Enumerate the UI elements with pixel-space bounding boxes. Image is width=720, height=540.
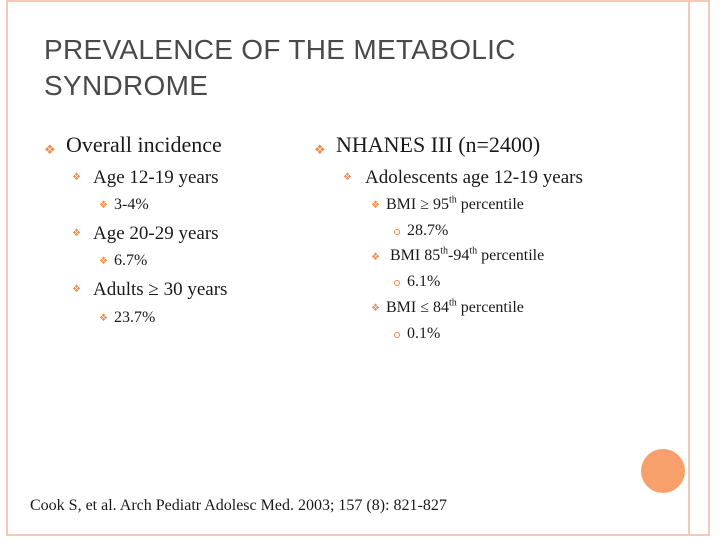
right-subheading: Adolescents age 12-19 years <box>365 167 583 188</box>
diamond-bullet-icon: ❖ <box>99 200 108 211</box>
bmi-category-value: 6.1% <box>407 273 441 290</box>
diamond-bullet-icon: ❖ <box>371 200 380 211</box>
diamond-bullet-icon: ❖ <box>72 228 81 239</box>
diamond-bullet-icon: ❖ <box>99 313 108 324</box>
right-heading: NHANES III (n=2400) <box>336 132 541 157</box>
circle-bullet-icon <box>394 229 400 235</box>
diamond-bullet-icon: ❖ <box>72 284 81 295</box>
left-group-label: Adults ≥ 30 years <box>93 279 228 300</box>
ordinal-suffix: th <box>440 245 449 257</box>
diamond-bullet-icon: ❖ <box>44 142 56 157</box>
left-heading: Overall incidence <box>66 132 222 157</box>
frame-divider <box>688 0 690 536</box>
bmi-label-text: BMI 85 <box>390 247 441 264</box>
left-group-label: Age 20-29 years <box>93 223 219 244</box>
decorative-circle <box>641 449 685 493</box>
bmi-category-label: BMI ≥ 95th percentile <box>386 194 524 214</box>
diamond-bullet-icon: ❖ <box>371 303 380 314</box>
left-group-value: 6.7% <box>114 252 148 269</box>
bmi-category-label: BMI ≤ 84th percentile <box>386 297 524 317</box>
bmi-label-suffix: percentile <box>456 299 524 316</box>
left-group-value: 23.7% <box>114 309 156 326</box>
bmi-category-value: 28.7% <box>407 222 449 239</box>
diamond-bullet-icon: ❖ <box>343 172 352 183</box>
circle-bullet-icon <box>394 280 400 286</box>
bmi-label-mid: -94 <box>448 247 470 264</box>
citation: Cook S, et al. Arch Pediatr Adolesc Med.… <box>30 497 447 514</box>
bmi-category-value: 0.1% <box>407 325 441 342</box>
bmi-label-suffix: percentile <box>477 247 545 264</box>
left-group-label: Age 12-19 years <box>93 167 219 188</box>
bmi-label-suffix: percentile <box>456 196 524 213</box>
ordinal-suffix: th <box>449 194 457 206</box>
bmi-label-text: BMI ≤ 84 <box>386 299 450 316</box>
diamond-bullet-icon: ❖ <box>314 142 326 157</box>
bmi-category-label: BMI 85th-94th percentile <box>390 245 545 265</box>
bmi-label-text: BMI ≥ 95 <box>386 196 450 213</box>
left-group-value: 3-4% <box>114 196 149 213</box>
ordinal-suffix: th <box>449 297 457 309</box>
diamond-bullet-icon: ❖ <box>99 256 108 267</box>
circle-bullet-icon <box>394 332 400 338</box>
ordinal-suffix: th <box>469 245 478 257</box>
diamond-bullet-icon: ❖ <box>371 252 380 263</box>
slide-frame <box>6 0 710 536</box>
slide-title: PREVALENCE OF THE METABOLIC SYNDROME <box>44 34 516 101</box>
diamond-bullet-icon: ❖ <box>72 172 81 183</box>
